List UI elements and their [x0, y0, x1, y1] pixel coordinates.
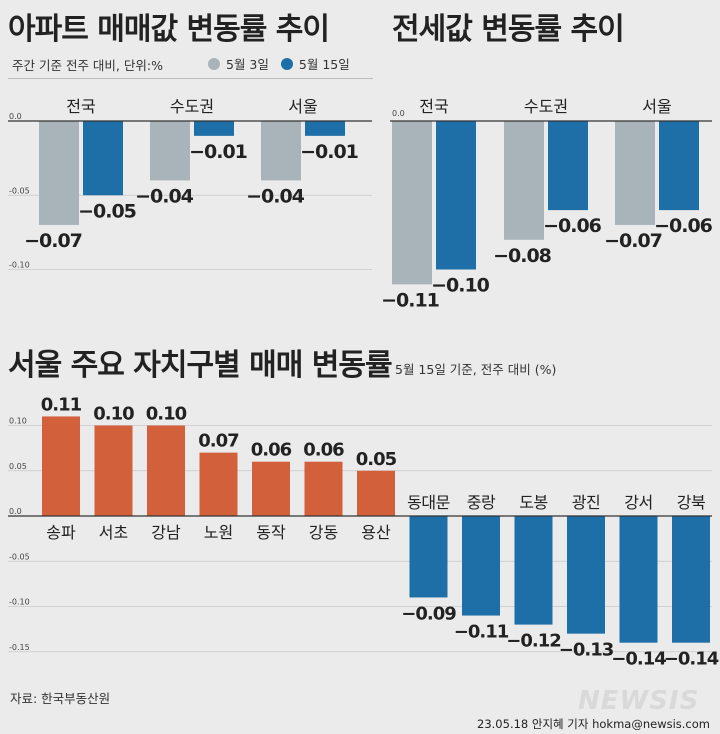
district-bar	[147, 425, 185, 516]
bar-may15	[83, 121, 123, 196]
data-label: −0.05	[78, 200, 136, 222]
district-bar	[409, 516, 448, 598]
legend-swatch-may3	[208, 57, 220, 70]
chart-title-sale: 아파트 매매값 변동률 추이	[8, 12, 330, 47]
y-tick-label: -0.10	[9, 261, 30, 270]
data-label: −0.11	[381, 289, 439, 311]
category-label: 동대문	[407, 493, 450, 512]
data-label: 0.11	[41, 394, 82, 415]
bar-may3	[261, 121, 301, 181]
category-label: 서울	[642, 97, 671, 116]
data-label: −0.14	[664, 649, 719, 670]
data-label: −0.04	[135, 185, 194, 207]
category-label: 강서	[624, 493, 652, 512]
data-label: −0.09	[401, 603, 456, 624]
data-label: 0.10	[146, 404, 187, 425]
category-label: 전국	[419, 97, 448, 116]
y-tick-label: -0.05	[9, 552, 30, 561]
category-label: 중랑	[467, 493, 496, 512]
data-label: −0.06	[654, 215, 713, 237]
data-label: −0.01	[189, 141, 247, 163]
district-bar	[619, 516, 658, 643]
category-label: 용산	[361, 523, 391, 542]
bar-may15	[548, 121, 588, 211]
legend-label-may15: 5월 15일	[298, 57, 350, 72]
data-label: 0.10	[93, 404, 134, 425]
category-label: 강북	[677, 493, 705, 512]
bar-may15	[305, 121, 345, 136]
legend-swatch-may15	[280, 57, 293, 70]
category-label: 도봉	[519, 493, 547, 512]
data-label: −0.13	[559, 640, 614, 661]
data-label: −0.14	[611, 649, 666, 670]
chart-title-jeonse: 전세값 변동률 추이	[392, 12, 625, 47]
data-label: −0.06	[543, 215, 602, 237]
category-label: 서초	[99, 523, 128, 542]
bar-may3	[392, 121, 432, 285]
bar-may3	[150, 121, 190, 181]
bar-may15	[194, 121, 234, 136]
data-label: 0.07	[198, 431, 239, 452]
category-label: 수도권	[524, 97, 568, 116]
category-label: 강남	[151, 523, 181, 542]
bar-may3	[615, 121, 655, 225]
district-bar	[199, 452, 238, 516]
district-bar	[357, 470, 395, 516]
y-tick-label: 0.05	[9, 462, 27, 471]
y-tick-label: 0.0	[9, 507, 22, 516]
bar-may3	[39, 121, 79, 225]
data-label: −0.04	[246, 185, 305, 207]
bar-may15	[659, 121, 699, 211]
unit-subtitle: 주간 기준 전주 대비, 단위:%	[12, 58, 163, 73]
bar-may15	[436, 121, 476, 270]
category-label: 동작	[256, 523, 286, 542]
data-label: 0.05	[356, 449, 397, 470]
header-divider	[8, 78, 373, 79]
source-note: 자료: 한국부동산원	[10, 691, 111, 706]
legend: 5월 3일 5월 15일	[196, 54, 350, 73]
y-tick-label: -0.10	[9, 598, 30, 607]
y-tick-label: 0.0	[392, 109, 405, 118]
district-bar	[514, 516, 553, 625]
district-bar	[304, 461, 343, 516]
data-label: −0.12	[506, 631, 561, 652]
y-tick-label: -0.15	[9, 643, 30, 652]
district-bar	[42, 416, 80, 516]
category-label: 송파	[46, 523, 76, 542]
category-label: 노원	[204, 523, 233, 542]
bar-may3	[504, 121, 544, 240]
data-label: −0.08	[493, 245, 552, 267]
district-chart-title: 서울 주요 자치구별 매매 변동률	[8, 348, 393, 383]
data-label: −0.11	[454, 622, 509, 643]
category-label: 전국	[66, 97, 95, 116]
district-chart-subtitle: 5월 15일 기준, 전주 대비 (%)	[395, 362, 557, 377]
category-label: 강동	[309, 523, 338, 542]
district-bar	[252, 461, 290, 516]
category-label: 수도권	[170, 97, 214, 116]
legend-label-may3: 5월 3일	[226, 57, 269, 72]
newsis-logo: NEWSIS	[578, 686, 700, 716]
data-label: 0.06	[303, 440, 344, 461]
y-tick-label: -0.05	[9, 186, 30, 195]
data-label: −0.01	[300, 141, 358, 163]
y-tick-label: 0.10	[9, 417, 27, 426]
district-bar	[672, 516, 710, 643]
district-bar	[567, 516, 605, 634]
data-label: 0.06	[251, 440, 292, 461]
category-label: 광진	[572, 493, 600, 512]
data-label: −0.10	[431, 275, 490, 297]
district-bar	[94, 425, 133, 516]
data-label: −0.07	[24, 230, 82, 252]
data-label: −0.07	[604, 230, 662, 252]
category-label: 서울	[288, 97, 317, 116]
district-bar	[462, 516, 500, 616]
credit-line: 23.05.18 안지혜 기자 hokma@newsis.com	[477, 717, 710, 731]
y-tick-label: 0.0	[9, 112, 22, 121]
